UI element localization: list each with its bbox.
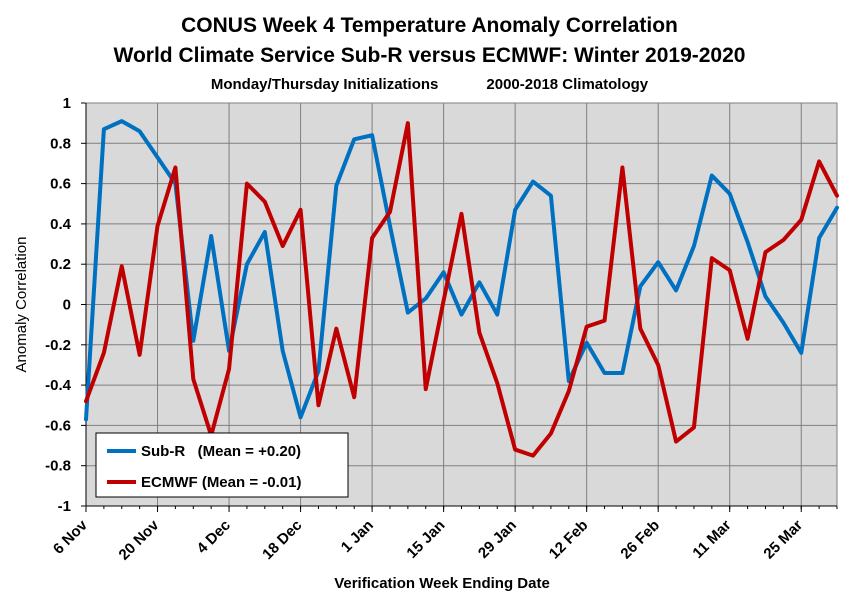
x-tick-label: 20 Nov (116, 516, 163, 563)
series-line-sub-r (84, 119, 839, 422)
y-tick-label: 0.6 (50, 176, 71, 193)
y-tick-label: -0.4 (45, 377, 72, 394)
x-tick-label: 26 Feb (617, 517, 663, 563)
y-tick-label: 0.2 (50, 256, 71, 273)
x-tick-label: 15 Jan (403, 517, 448, 562)
x-tick-label: 12 Feb (546, 517, 592, 563)
x-axis-label: Verification Week Ending Date (334, 575, 550, 592)
x-tick-label: 6 Nov (50, 516, 91, 557)
y-tick-label: 1 (63, 95, 71, 112)
y-tick-label: -0.2 (45, 337, 71, 354)
subtitle-climatology: 2000-2018 Climatology (486, 76, 649, 93)
legend-label: ECMWF (Mean = -0.01) (141, 474, 301, 491)
x-tick-label: 4 Dec (194, 517, 234, 557)
y-tick-label: -0.8 (45, 458, 71, 475)
x-tick-label: 11 Mar (689, 517, 734, 562)
chart-title: CONUS Week 4 Temperature Anomaly Correla… (181, 14, 678, 37)
legend-box (95, 432, 349, 498)
y-tick-label: 0.8 (50, 135, 71, 152)
x-tick-label: 1 Jan (338, 517, 377, 556)
y-tick-label: -0.6 (45, 417, 71, 434)
chart-subtitle-2: Monday/Thursday Initializations 2000-2018… (0, 76, 859, 93)
y-tick-label: 0 (63, 297, 71, 314)
legend-label: Sub-R (Mean = +0.20) (141, 443, 301, 460)
legend: Sub-R (Mean = +0.20) ECMWF (Mean = -0.01) (95, 432, 349, 498)
x-tick-label: 25 Mar (760, 517, 806, 563)
subtitle-initializations: Monday/Thursday Initializations (210, 76, 439, 93)
chart-subtitle: World Climate Service Sub-R versus ECMWF… (113, 44, 746, 67)
y-axis-label: Anomaly Correlation (13, 237, 30, 373)
x-tick-label: 29 Jan (475, 517, 520, 562)
y-tick-label: -1 (58, 498, 71, 515)
y-tick-label: 0.4 (50, 216, 72, 233)
x-tick-label: 18 Dec (259, 517, 305, 563)
